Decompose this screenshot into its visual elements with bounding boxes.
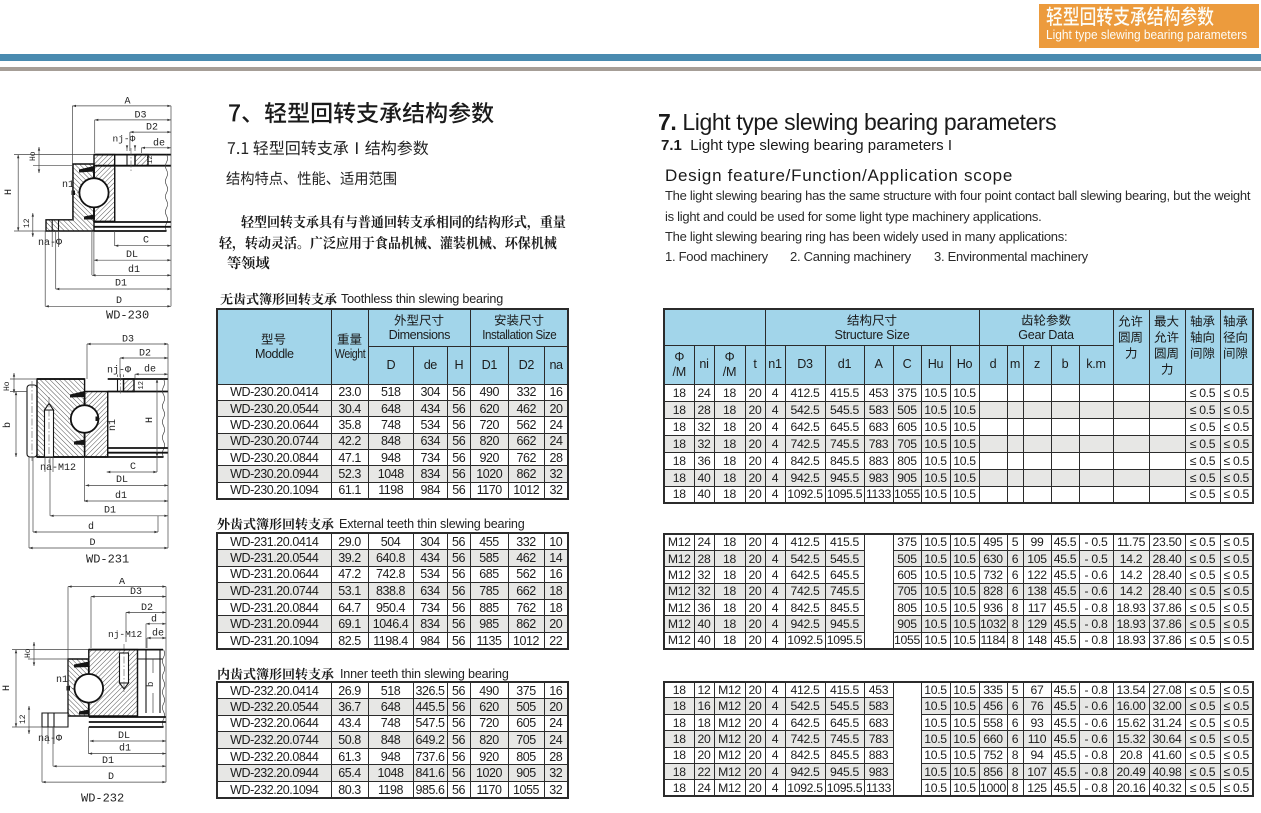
svg-text:DL: DL	[126, 250, 138, 261]
svg-text:d1: d1	[119, 742, 131, 754]
svg-text:D2: D2	[141, 603, 153, 614]
svg-text:D: D	[108, 772, 114, 783]
svg-text:Ho: Ho	[29, 151, 38, 161]
svg-text:12: 12	[147, 156, 155, 164]
svg-text:D3: D3	[122, 335, 134, 346]
svg-text:d1: d1	[128, 264, 140, 276]
svg-text:WD-231: WD-231	[86, 553, 129, 567]
svg-text:Ho: Ho	[24, 648, 33, 658]
svg-text:d: d	[151, 613, 157, 625]
svg-text:D1: D1	[102, 756, 114, 767]
svg-text:n1: n1	[108, 419, 119, 431]
svg-text:H: H	[145, 417, 156, 423]
svg-text:D: D	[116, 296, 122, 307]
svg-text:na-M12: na-M12	[40, 463, 76, 474]
svg-text:A: A	[119, 578, 125, 588]
svg-text:n1: n1	[62, 180, 74, 191]
svg-text:de: de	[144, 364, 156, 376]
svg-text:H: H	[4, 189, 15, 195]
svg-text:DL: DL	[116, 475, 128, 486]
svg-text:D: D	[90, 538, 96, 549]
svg-text:D3: D3	[130, 587, 142, 598]
svg-text:b: b	[146, 682, 156, 687]
svg-text:d: d	[88, 521, 94, 533]
svg-text:na-Φ: na-Φ	[38, 238, 62, 249]
svg-text:12: 12	[23, 218, 32, 228]
svg-text:b: b	[2, 422, 14, 428]
svg-text:D1: D1	[115, 279, 127, 290]
svg-text:D3: D3	[135, 110, 147, 121]
svg-text:12: 12	[138, 381, 146, 389]
svg-text:D2: D2	[146, 123, 158, 134]
svg-text:H: H	[2, 685, 13, 691]
svg-text:WD-230: WD-230	[106, 308, 149, 322]
svg-text:WD-232: WD-232	[81, 792, 124, 806]
svg-text:nj-M12: nj-M12	[108, 629, 143, 640]
svg-text:A: A	[125, 96, 131, 107]
svg-text:d1: d1	[115, 490, 127, 502]
svg-text:DL: DL	[118, 731, 130, 742]
svg-text:C: C	[130, 462, 136, 473]
svg-text:D2: D2	[139, 349, 151, 360]
svg-text:Ho: Ho	[3, 381, 12, 391]
svg-text:nj-Φ: nj-Φ	[107, 365, 131, 377]
svg-text:de: de	[153, 137, 165, 149]
svg-text:n1: n1	[56, 675, 68, 686]
svg-text:de: de	[152, 628, 164, 640]
svg-text:D1: D1	[104, 506, 116, 517]
svg-text:12: 12	[19, 714, 28, 724]
svg-text:na-Φ: na-Φ	[38, 734, 62, 745]
svg-text:C: C	[143, 236, 149, 247]
svg-text:nj-Φ: nj-Φ	[113, 134, 136, 145]
